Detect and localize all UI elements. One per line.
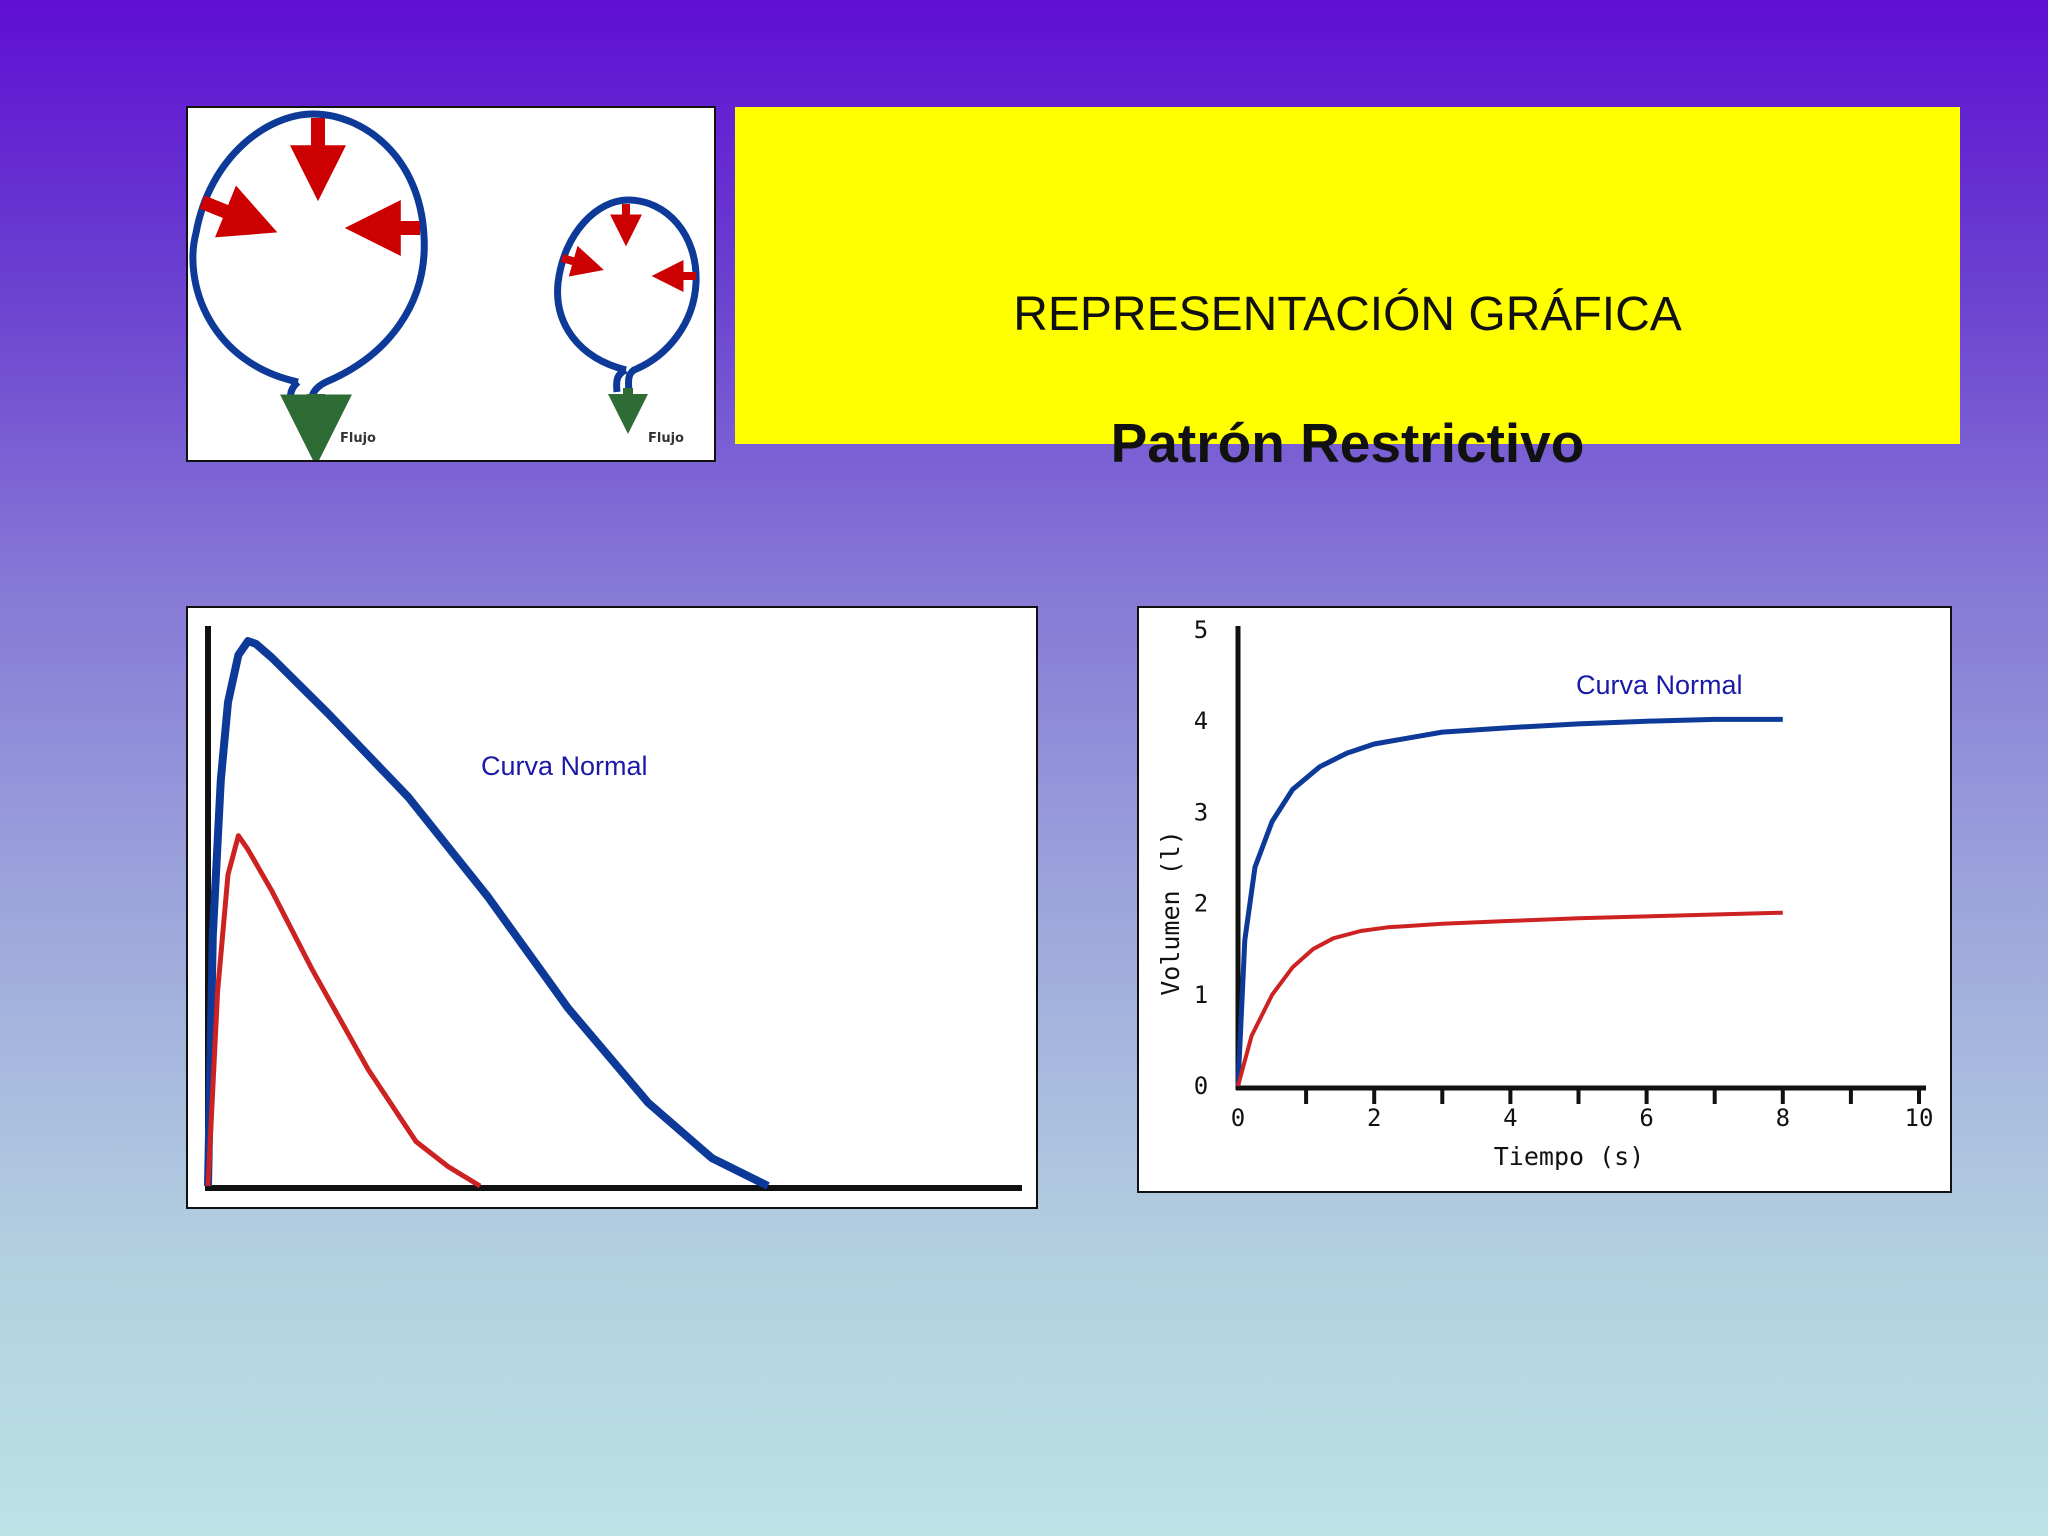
volume-chart-panel: 0 2 4 6 8 10 0 1 2 3 4 5 Tiempo (s) Volumen (l) Cu… — [1137, 606, 1952, 1193]
alveolus-diagram: Flujo Flujo — [189, 110, 700, 460]
volume-y-ticks: 0 1 2 3 4 5 — [1194, 616, 1208, 1100]
volume-y-tick-label: 5 — [1194, 616, 1208, 644]
small-flow-label: Flujo — [648, 431, 684, 446]
large-flow-label: Flujo — [340, 431, 376, 446]
page-title: REPRESENTACIÓN GRÁFICA — [1013, 288, 1682, 341]
volume-curve-normal-label: Curva Normal — [1576, 670, 1743, 700]
page-subtitle: Patrón Restrictivo — [1110, 412, 1585, 474]
volume-y-tick-label: 0 — [1194, 1072, 1208, 1100]
volume-x-tick-label: 8 — [1776, 1104, 1790, 1132]
alveolus-diagram-panel: Flujo Flujo — [186, 106, 716, 462]
volume-y-tick-label: 4 — [1194, 707, 1208, 735]
small-alveolus-outline — [554, 196, 700, 393]
volume-y-axis-title: Volumen (l) — [1156, 830, 1185, 996]
small-left-pressure-arrow — [560, 245, 604, 277]
flow-chart: Curva Normal — [204, 626, 1022, 1191]
volume-x-tick-label: 10 — [1905, 1104, 1934, 1132]
volume-x-axis-title: Tiempo (s) — [1494, 1142, 1645, 1171]
flow-normal-curve — [204, 637, 770, 1190]
volume-normal-curve — [1235, 716, 1783, 1087]
volume-restrictive-curve — [1236, 910, 1783, 1087]
volume-x-tick-label: 2 — [1367, 1104, 1381, 1132]
title-box: REPRESENTACIÓN GRÁFICA Patrón Restrictiv… — [735, 107, 1960, 474]
flow-chart-panel: Curva Normal — [186, 606, 1038, 1209]
volume-x-tick-label: 4 — [1503, 1104, 1517, 1132]
volume-y-tick-label: 3 — [1194, 798, 1208, 826]
volume-y-tick-label: 2 — [1194, 890, 1208, 918]
volume-y-tick-label: 1 — [1194, 981, 1208, 1009]
flow-curve-normal-label: Curva Normal — [481, 751, 648, 781]
volume-x-tick-label: 6 — [1639, 1104, 1653, 1132]
flow-restrictive-curve — [205, 833, 482, 1189]
volume-x-ticks: 0 2 4 6 8 10 — [1231, 1088, 1934, 1132]
large-left-pressure-arrow — [199, 185, 278, 238]
volume-chart: 0 2 4 6 8 10 0 1 2 3 4 5 Tiempo (s) Volumen (l) Cu… — [1156, 616, 1934, 1171]
large-alveolus-outline — [189, 110, 428, 411]
volume-x-tick-label: 0 — [1231, 1104, 1245, 1132]
